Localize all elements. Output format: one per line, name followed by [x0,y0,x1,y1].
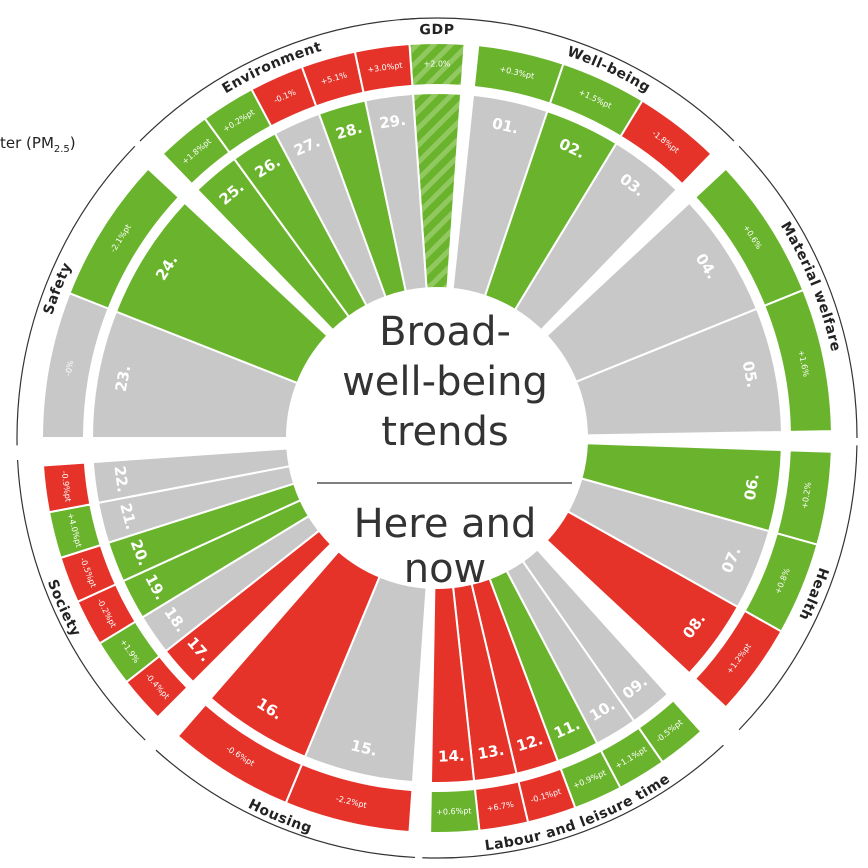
segment [513,141,679,332]
segment-number: 22. [111,465,132,494]
change-cell [762,288,833,433]
legend-close: ) [69,134,76,152]
change-cell [693,609,783,709]
segment [303,575,428,784]
segment [209,549,381,759]
change-cell [68,167,181,310]
segment-number: 21. [116,501,140,531]
change-label: +0.6%pt [436,806,472,817]
segment-number: 01. [490,114,520,137]
group-separator [139,17,416,142]
segment [574,307,783,437]
change-cell [429,787,481,834]
change-cell [176,703,304,805]
group-label: GDP [419,22,455,38]
change-label: +2.0% [423,60,450,69]
change-cell [41,461,92,514]
segment-number: 06. [741,472,763,501]
change-label: -0.9%pt [60,470,73,502]
segment [114,201,329,385]
center-subtitle: now [404,546,487,592]
legend-fragment: ter (PM2.5) [0,134,76,155]
group-separator [473,19,735,142]
center-title: Broad- [379,309,511,355]
legend-subscript: 2.5 [53,144,70,155]
segment [545,201,759,384]
legend-text: ter (PM [0,134,54,152]
change-cell [408,42,466,87]
change-cell [353,42,414,94]
group-separator [422,744,724,859]
center-subtitle: Here and [354,501,537,547]
group-label-text: GDP [419,22,454,38]
segment [91,447,291,505]
group-separator [16,459,146,741]
segment [545,510,740,675]
segment-number: 05. [739,359,762,389]
segment [411,92,463,290]
group-separator [738,445,858,731]
segment-number: 13. [476,741,505,763]
segment-number: 29. [378,111,407,133]
center-disc [289,290,585,586]
group-separator [155,749,416,859]
change-label: +0.2% [800,481,813,509]
segment-number: 14. [438,747,465,766]
segment-number: 15. [349,736,379,760]
segment-number: 23. [112,364,135,393]
group-separator [16,145,136,446]
center-title: trends [381,409,508,455]
segment [429,586,476,784]
change-cell [619,99,713,186]
change-label: -0% [64,359,76,376]
segment [364,92,428,293]
center-title: well-being [342,359,548,405]
group-separator [738,145,858,439]
segment [90,310,299,439]
